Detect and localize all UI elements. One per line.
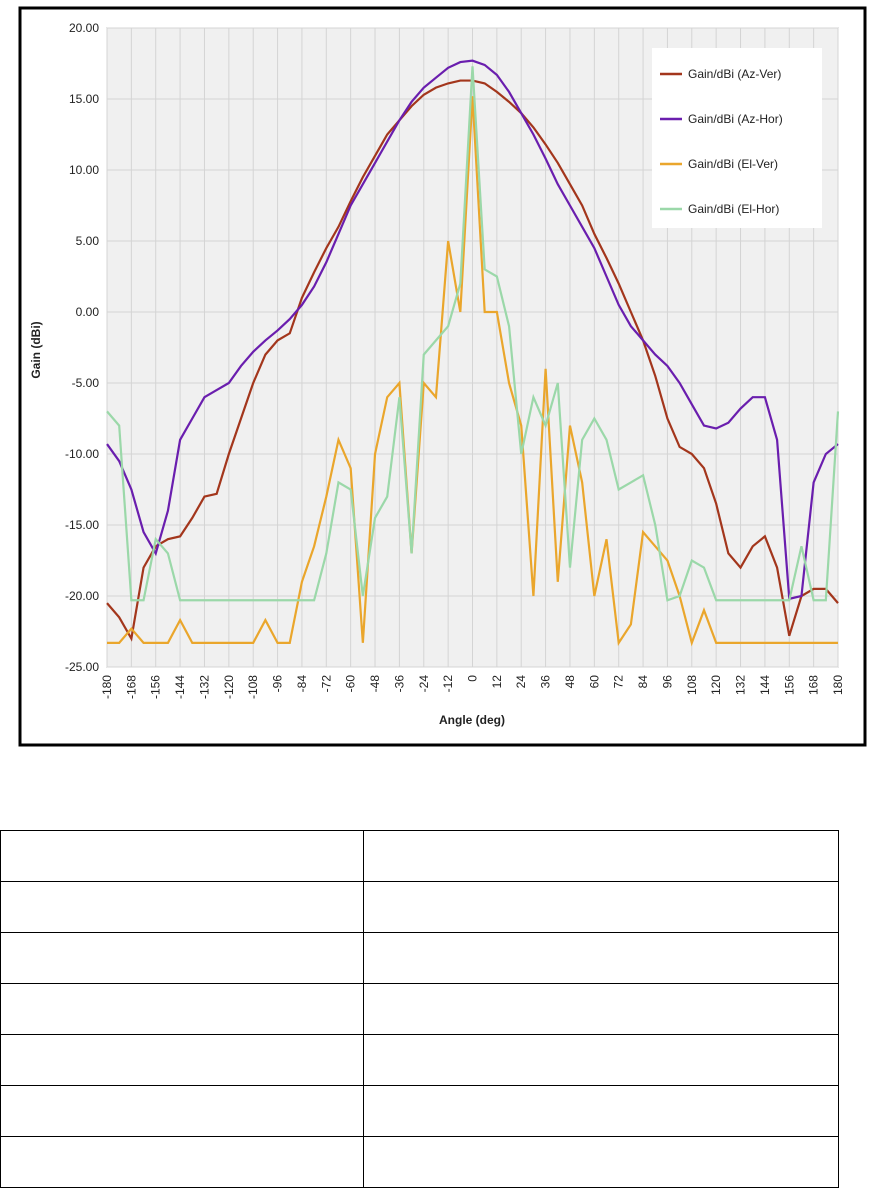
x-tick-label: -168 bbox=[124, 675, 138, 699]
x-tick-label: -84 bbox=[295, 675, 309, 693]
x-tick-label: 132 bbox=[734, 675, 748, 695]
y-tick-label: 10.00 bbox=[69, 163, 99, 177]
x-tick-label: -156 bbox=[149, 675, 163, 699]
x-tick-label: 48 bbox=[563, 675, 577, 689]
x-tick-label: -96 bbox=[271, 675, 285, 693]
x-tick-label: 180 bbox=[831, 675, 845, 695]
y-tick-label: 0.00 bbox=[76, 305, 100, 319]
y-tick-label: 5.00 bbox=[76, 234, 100, 248]
x-tick-label: -12 bbox=[441, 675, 455, 693]
legend-label: Gain/dBi (El-Ver) bbox=[688, 157, 778, 171]
legend-label: Gain/dBi (Az-Ver) bbox=[688, 67, 781, 81]
x-tick-label: 156 bbox=[782, 675, 796, 695]
x-tick-label: 168 bbox=[807, 675, 821, 695]
x-axis-label: Angle (deg) bbox=[439, 713, 505, 727]
series-line bbox=[106, 59, 839, 601]
y-tick-label: 20.00 bbox=[69, 21, 99, 35]
x-tick-label: 144 bbox=[758, 675, 772, 695]
x-tick-label: -144 bbox=[173, 675, 187, 699]
x-tick-label: -36 bbox=[392, 675, 406, 693]
y-tick-label: -15.00 bbox=[65, 518, 99, 532]
x-tick-label: 84 bbox=[636, 675, 650, 689]
x-tick-label: 0 bbox=[466, 675, 480, 682]
y-axis-label: Gain (dBi) bbox=[29, 321, 43, 378]
x-tick-label: -108 bbox=[246, 675, 260, 699]
x-tick-label: -132 bbox=[197, 675, 211, 699]
y-tick-label: -10.00 bbox=[65, 447, 99, 461]
x-tick-label: -180 bbox=[100, 675, 114, 699]
x-tick-label: -120 bbox=[222, 675, 236, 699]
legend-label: Gain/dBi (Az-Hor) bbox=[688, 112, 783, 126]
y-tick-label: -5.00 bbox=[72, 376, 100, 390]
x-tick-label: 36 bbox=[539, 675, 553, 689]
y-tick-label: -25.00 bbox=[65, 660, 99, 674]
x-tick-label: -24 bbox=[417, 675, 431, 693]
series-line bbox=[106, 66, 840, 602]
x-tick-label: -72 bbox=[319, 675, 333, 693]
x-tick-label: 24 bbox=[514, 675, 528, 689]
x-tick-label: 108 bbox=[685, 675, 699, 695]
table bbox=[0, 830, 839, 1188]
series-line bbox=[107, 96, 838, 647]
legend-label: Gain/dBi (El-Hor) bbox=[688, 202, 779, 216]
legend-box bbox=[652, 48, 822, 228]
y-tick-label: 15.00 bbox=[69, 92, 99, 106]
x-tick-label: -48 bbox=[368, 675, 382, 693]
y-tick-label: -20.00 bbox=[65, 589, 99, 603]
x-tick-label: -60 bbox=[344, 675, 358, 693]
x-tick-label: 60 bbox=[587, 675, 601, 689]
x-tick-label: 96 bbox=[660, 675, 674, 689]
x-tick-label: 12 bbox=[490, 675, 504, 689]
x-tick-label: 120 bbox=[709, 675, 723, 695]
chart: Gain (dBi) Angle (deg) -25.00 -20.00 -15.0… bbox=[18, 6, 867, 747]
x-tick-label: 72 bbox=[612, 675, 626, 689]
